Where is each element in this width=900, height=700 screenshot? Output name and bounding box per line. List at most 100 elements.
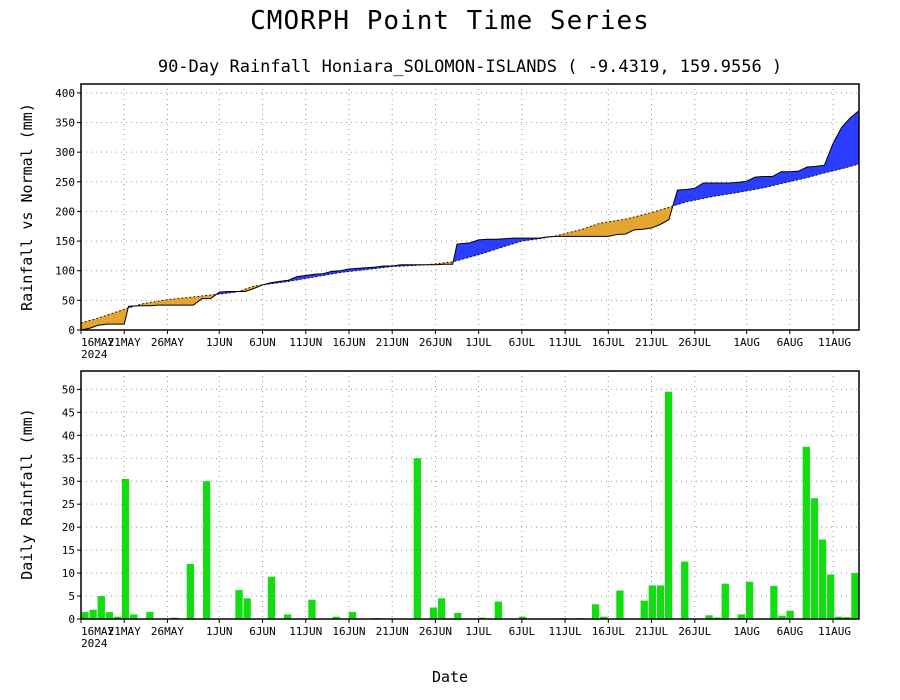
daily-rainfall-bar <box>494 601 503 619</box>
daily-rainfall-bar <box>721 583 729 619</box>
x-tick-label: 11JUL <box>549 336 582 349</box>
daily-rainfall-bar <box>778 615 786 619</box>
x-tick-label: 11AUG <box>818 336 851 349</box>
daily-rainfall-bar <box>826 574 835 619</box>
y-tick-label: 0 <box>68 613 75 626</box>
x-tick-label: 26MAY <box>151 625 184 638</box>
y-tick-label: 30 <box>62 475 75 488</box>
daily-rainfall-bar <box>89 609 97 619</box>
daily-rainfall-bar <box>616 590 624 619</box>
daily-rainfall-bar <box>786 610 794 619</box>
x-tick-label: 16JUN <box>332 336 365 349</box>
x-tick-label: 26JUN <box>419 625 452 638</box>
x-tick-label: 16JUL <box>592 625 625 638</box>
daily-rainfall-bar <box>843 617 851 619</box>
daily-rainfall-bar <box>591 604 600 619</box>
x-tick-label: 6JUN <box>249 336 276 349</box>
daily-rainfall-bar <box>308 599 316 619</box>
x-tick-label: 21JUN <box>376 336 409 349</box>
y-tick-label: 50 <box>62 383 75 396</box>
daily-rainfall-bar <box>664 391 673 619</box>
year-label: 2024 <box>81 637 108 650</box>
daily-rainfall-bar <box>413 458 421 619</box>
x-axis-label: Date <box>432 668 468 686</box>
y-tick-label: 50 <box>62 294 75 307</box>
daily-rainfall-bar <box>81 612 89 619</box>
x-tick-label: 11JUN <box>289 336 322 349</box>
x-tick-label: 21JUN <box>376 625 409 638</box>
daily-rainfall-bar <box>810 498 819 619</box>
x-tick-label: 1JUL <box>465 336 492 349</box>
daily-rainfall-bar <box>105 612 114 619</box>
daily-rainfall-bar <box>267 576 276 619</box>
daily-rainfall-bar <box>97 596 105 619</box>
chart-subtitle: 90-Day Rainfall Honiara_SOLOMON-ISLANDS … <box>158 57 782 77</box>
daily-rainfall-bar <box>121 478 130 619</box>
x-tick-label: 1AUG <box>733 625 760 638</box>
daily-rainfall-bar <box>851 573 859 619</box>
daily-rainfall-bar <box>600 616 608 619</box>
x-tick-label: 16JUL <box>592 336 625 349</box>
daily-rainfall-bar <box>202 481 211 619</box>
y-tick-label: 0 <box>68 324 75 337</box>
chart-title: CMORPH Point Time Series <box>250 6 650 36</box>
x-tick-label: 21JUL <box>635 625 668 638</box>
plot-frame <box>80 83 860 331</box>
x-tick-label: 6JUN <box>249 625 276 638</box>
y-tick-label: 100 <box>55 265 75 278</box>
x-tick-label: 21MAY <box>108 625 141 638</box>
y-tick-label: 25 <box>62 498 75 511</box>
daily-rainfall-bar <box>235 590 243 619</box>
y-tick-label: 20 <box>62 521 75 534</box>
x-tick-label: 16MAY <box>81 336 114 349</box>
daily-rainfall-bar <box>454 613 462 619</box>
x-tick-label: 11JUN <box>289 625 322 638</box>
x-tick-label: 16JUN <box>332 625 365 638</box>
daily-rainfall-bar <box>656 585 665 619</box>
y-tick-label: 35 <box>62 452 75 465</box>
x-tick-label: 1JUN <box>206 625 233 638</box>
x-tick-label: 1JUN <box>206 336 233 349</box>
daily-rainfall-bar <box>332 616 340 619</box>
daily-rainfall-bar <box>130 614 138 619</box>
x-tick-label: 6JUL <box>509 336 536 349</box>
daily-rainfall-bar <box>640 600 648 619</box>
x-tick-label: 21MAY <box>108 336 141 349</box>
daily-rainfall-bar <box>284 614 292 619</box>
daily-rainfall-bar <box>437 598 446 619</box>
y-tick-label: 40 <box>62 429 75 442</box>
x-tick-label: 26JUL <box>678 625 711 638</box>
y-tick-label: 15 <box>62 544 75 557</box>
daily-rainfall-bar <box>835 616 843 619</box>
x-tick-label: 1JUL <box>465 625 492 638</box>
bottom-panel-ylabel: Daily Rainfall (mm) <box>18 408 36 580</box>
normal-line <box>80 163 860 324</box>
x-tick-label: 6AUG <box>777 336 804 349</box>
observed-line <box>80 110 860 331</box>
y-tick-label: 5 <box>68 590 75 603</box>
x-tick-label: 21JUL <box>635 336 668 349</box>
daily-rainfall-bar <box>770 585 778 619</box>
daily-rainfall-bar <box>745 581 754 619</box>
daily-rainfall-bar <box>802 446 810 619</box>
x-tick-label: 6AUG <box>777 625 804 638</box>
top-panel-ylabel: Rainfall vs Normal (mm) <box>18 103 36 311</box>
x-tick-label: 11AUG <box>818 625 851 638</box>
x-tick-label: 26JUN <box>419 336 452 349</box>
x-tick-label: 11JUL <box>549 625 582 638</box>
y-tick-label: 45 <box>62 406 75 419</box>
y-tick-label: 400 <box>55 87 75 100</box>
x-tick-label: 6JUL <box>509 625 536 638</box>
daily-rainfall-bar <box>818 539 827 619</box>
y-tick-label: 250 <box>55 176 75 189</box>
x-tick-label: 26JUL <box>678 336 711 349</box>
y-tick-label: 300 <box>55 146 75 159</box>
daily-rainfall-bar <box>186 563 195 619</box>
y-tick-label: 350 <box>55 117 75 130</box>
daily-rainfall-bar <box>113 616 122 619</box>
x-tick-label: 1AUG <box>733 336 760 349</box>
daily-rainfall-bar <box>348 612 357 619</box>
daily-rainfall-bar <box>705 615 713 619</box>
